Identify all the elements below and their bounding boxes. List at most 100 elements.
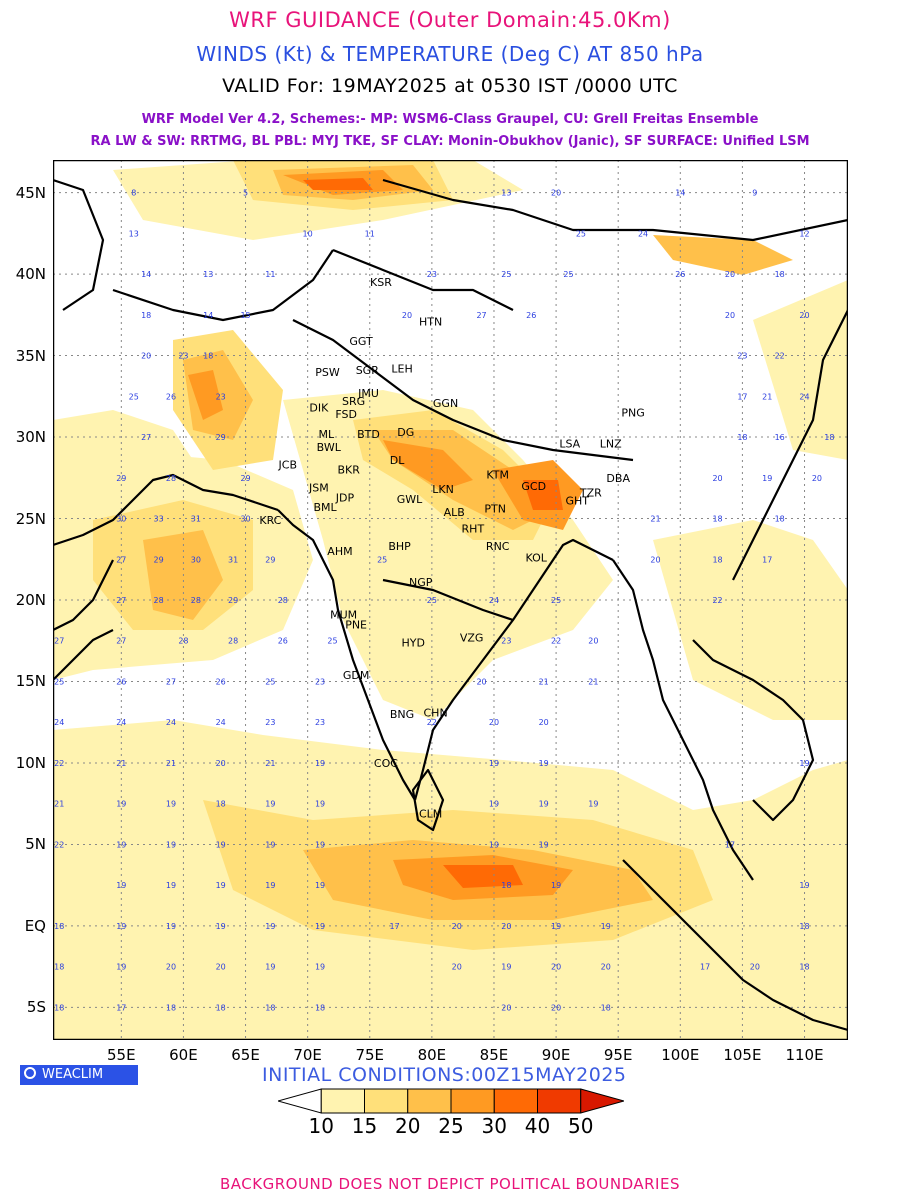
temperature-value: 21 xyxy=(54,800,64,809)
temperature-value: 23 xyxy=(427,270,437,279)
longitude-label: 95E xyxy=(603,1046,633,1064)
temperature-value: 14 xyxy=(141,270,151,279)
copyright-icon xyxy=(24,1067,36,1079)
temperature-value: 20 xyxy=(402,311,412,320)
station-label: JDP xyxy=(335,491,355,504)
temperature-value: 21 xyxy=(265,759,275,768)
temperature-value: 19 xyxy=(216,881,226,890)
temperature-value: 18 xyxy=(712,515,722,524)
latitude-label: 15N xyxy=(15,672,46,691)
station-label: CHN xyxy=(424,706,448,719)
temperature-value: 19 xyxy=(116,800,126,809)
temperature-value: 27 xyxy=(116,637,126,646)
color-bar-segment xyxy=(580,1088,624,1114)
temperature-value: 30 xyxy=(191,555,201,564)
temperature-value: 24 xyxy=(489,596,499,605)
shade-40-50-north xyxy=(303,178,373,190)
color-bar-label: 20 xyxy=(395,1114,421,1138)
station-label: BML xyxy=(313,501,337,514)
temperature-value: 20 xyxy=(216,963,226,972)
station-label: GDM xyxy=(343,669,370,682)
temperature-value: 20 xyxy=(725,311,735,320)
temperature-labels: 8 5 13 20 14 9 13 10 11 25 24 12 14 13 11 23 25 25 26 20 18 1… xyxy=(54,189,834,1013)
temperature-value: 25 xyxy=(377,555,387,564)
temperature-value: 18 xyxy=(141,311,151,320)
temperature-value: 19 xyxy=(539,800,549,809)
temperature-value: 25 xyxy=(576,229,586,238)
station-label: SGR xyxy=(356,364,380,377)
temperature-value: 19 xyxy=(315,800,325,809)
temperature-value: 24 xyxy=(166,718,176,727)
longitude-label: 90E xyxy=(541,1046,571,1064)
temperature-value: 23 xyxy=(265,718,275,727)
temperature-value: 18 xyxy=(54,963,64,972)
temperature-value: 26 xyxy=(675,270,685,279)
temperature-value: 18 xyxy=(775,515,785,524)
temperature-value: 23 xyxy=(315,718,325,727)
color-bar-label: 25 xyxy=(438,1114,464,1138)
temperature-value: 24 xyxy=(216,718,226,727)
temperature-value: 21 xyxy=(588,677,598,686)
station-label: COC xyxy=(374,757,398,770)
station-label: KTM xyxy=(486,469,509,482)
temperature-value: 31 xyxy=(228,555,238,564)
color-bar-segment xyxy=(278,1088,322,1114)
station-label: HYD xyxy=(402,636,425,649)
latitude-label: 35N xyxy=(15,346,46,365)
station-label: GGT xyxy=(349,335,373,348)
temperature-value: 25 xyxy=(501,270,511,279)
temperature-value: 8 xyxy=(131,189,136,198)
temperature-value: 22 xyxy=(775,352,785,361)
temperature-value: 20 xyxy=(501,922,511,931)
temperature-value: 28 xyxy=(153,596,163,605)
temperature-value: 30 xyxy=(116,515,126,524)
station-label: BKR xyxy=(337,464,360,477)
temperature-value: 20 xyxy=(141,352,151,361)
background-disclaimer: BACKGROUND DOES NOT DEPICT POLITICAL BOU… xyxy=(220,1175,680,1193)
temperature-value: 19 xyxy=(116,881,126,890)
shade-40-50-eq xyxy=(443,865,523,888)
station-label: BHP xyxy=(388,540,411,553)
temperature-value: 17 xyxy=(737,392,747,401)
temperature-value: 23 xyxy=(501,637,511,646)
temperature-value: 19 xyxy=(166,922,176,931)
station-label: MUM xyxy=(330,609,357,622)
temperature-value: 13 xyxy=(129,229,139,238)
temperature-value: 27 xyxy=(116,555,126,564)
temperature-value: 18 xyxy=(775,270,785,279)
temperature-value: 19 xyxy=(489,759,499,768)
longitude-label: 110E xyxy=(785,1046,824,1064)
map-frame xyxy=(53,160,848,1040)
temperature-value: 20 xyxy=(750,963,760,972)
temperature-value: 25 xyxy=(563,270,573,279)
temperature-value: 25 xyxy=(54,677,64,686)
temperature-value: 17 xyxy=(700,963,710,972)
temperature-value: 19 xyxy=(539,759,549,768)
temperature-value: 17 xyxy=(725,840,735,849)
temperature-value: 27 xyxy=(141,433,151,442)
temperature-value: 19 xyxy=(315,922,325,931)
weaclim-badge: WEACLIM xyxy=(20,1065,138,1085)
temperature-value: 28 xyxy=(178,637,188,646)
color-bar-segment xyxy=(493,1088,538,1114)
station-label: BWL xyxy=(317,441,342,454)
temperature-value: 20 xyxy=(588,637,598,646)
longitude-label: 55E xyxy=(107,1046,136,1064)
temperature-value: 18 xyxy=(216,1003,226,1012)
temperature-value: 24 xyxy=(799,392,809,401)
latitude-label: 25N xyxy=(15,509,46,528)
temperature-value: 20 xyxy=(166,963,176,972)
temperature-value: 20 xyxy=(650,555,660,564)
station-label: JMU xyxy=(357,387,379,400)
border-himalaya xyxy=(292,319,634,462)
temperature-value: 14 xyxy=(675,189,685,198)
color-bar-segment xyxy=(407,1088,452,1114)
latitude-label: 40N xyxy=(15,265,46,284)
temperature-value: 12 xyxy=(799,229,809,238)
temperature-value: 18 xyxy=(799,963,809,972)
shade-25-30-china xyxy=(653,235,793,275)
temperature-value: 26 xyxy=(116,677,126,686)
temperature-value: 24 xyxy=(638,229,648,238)
station-label: AHM xyxy=(327,545,352,558)
